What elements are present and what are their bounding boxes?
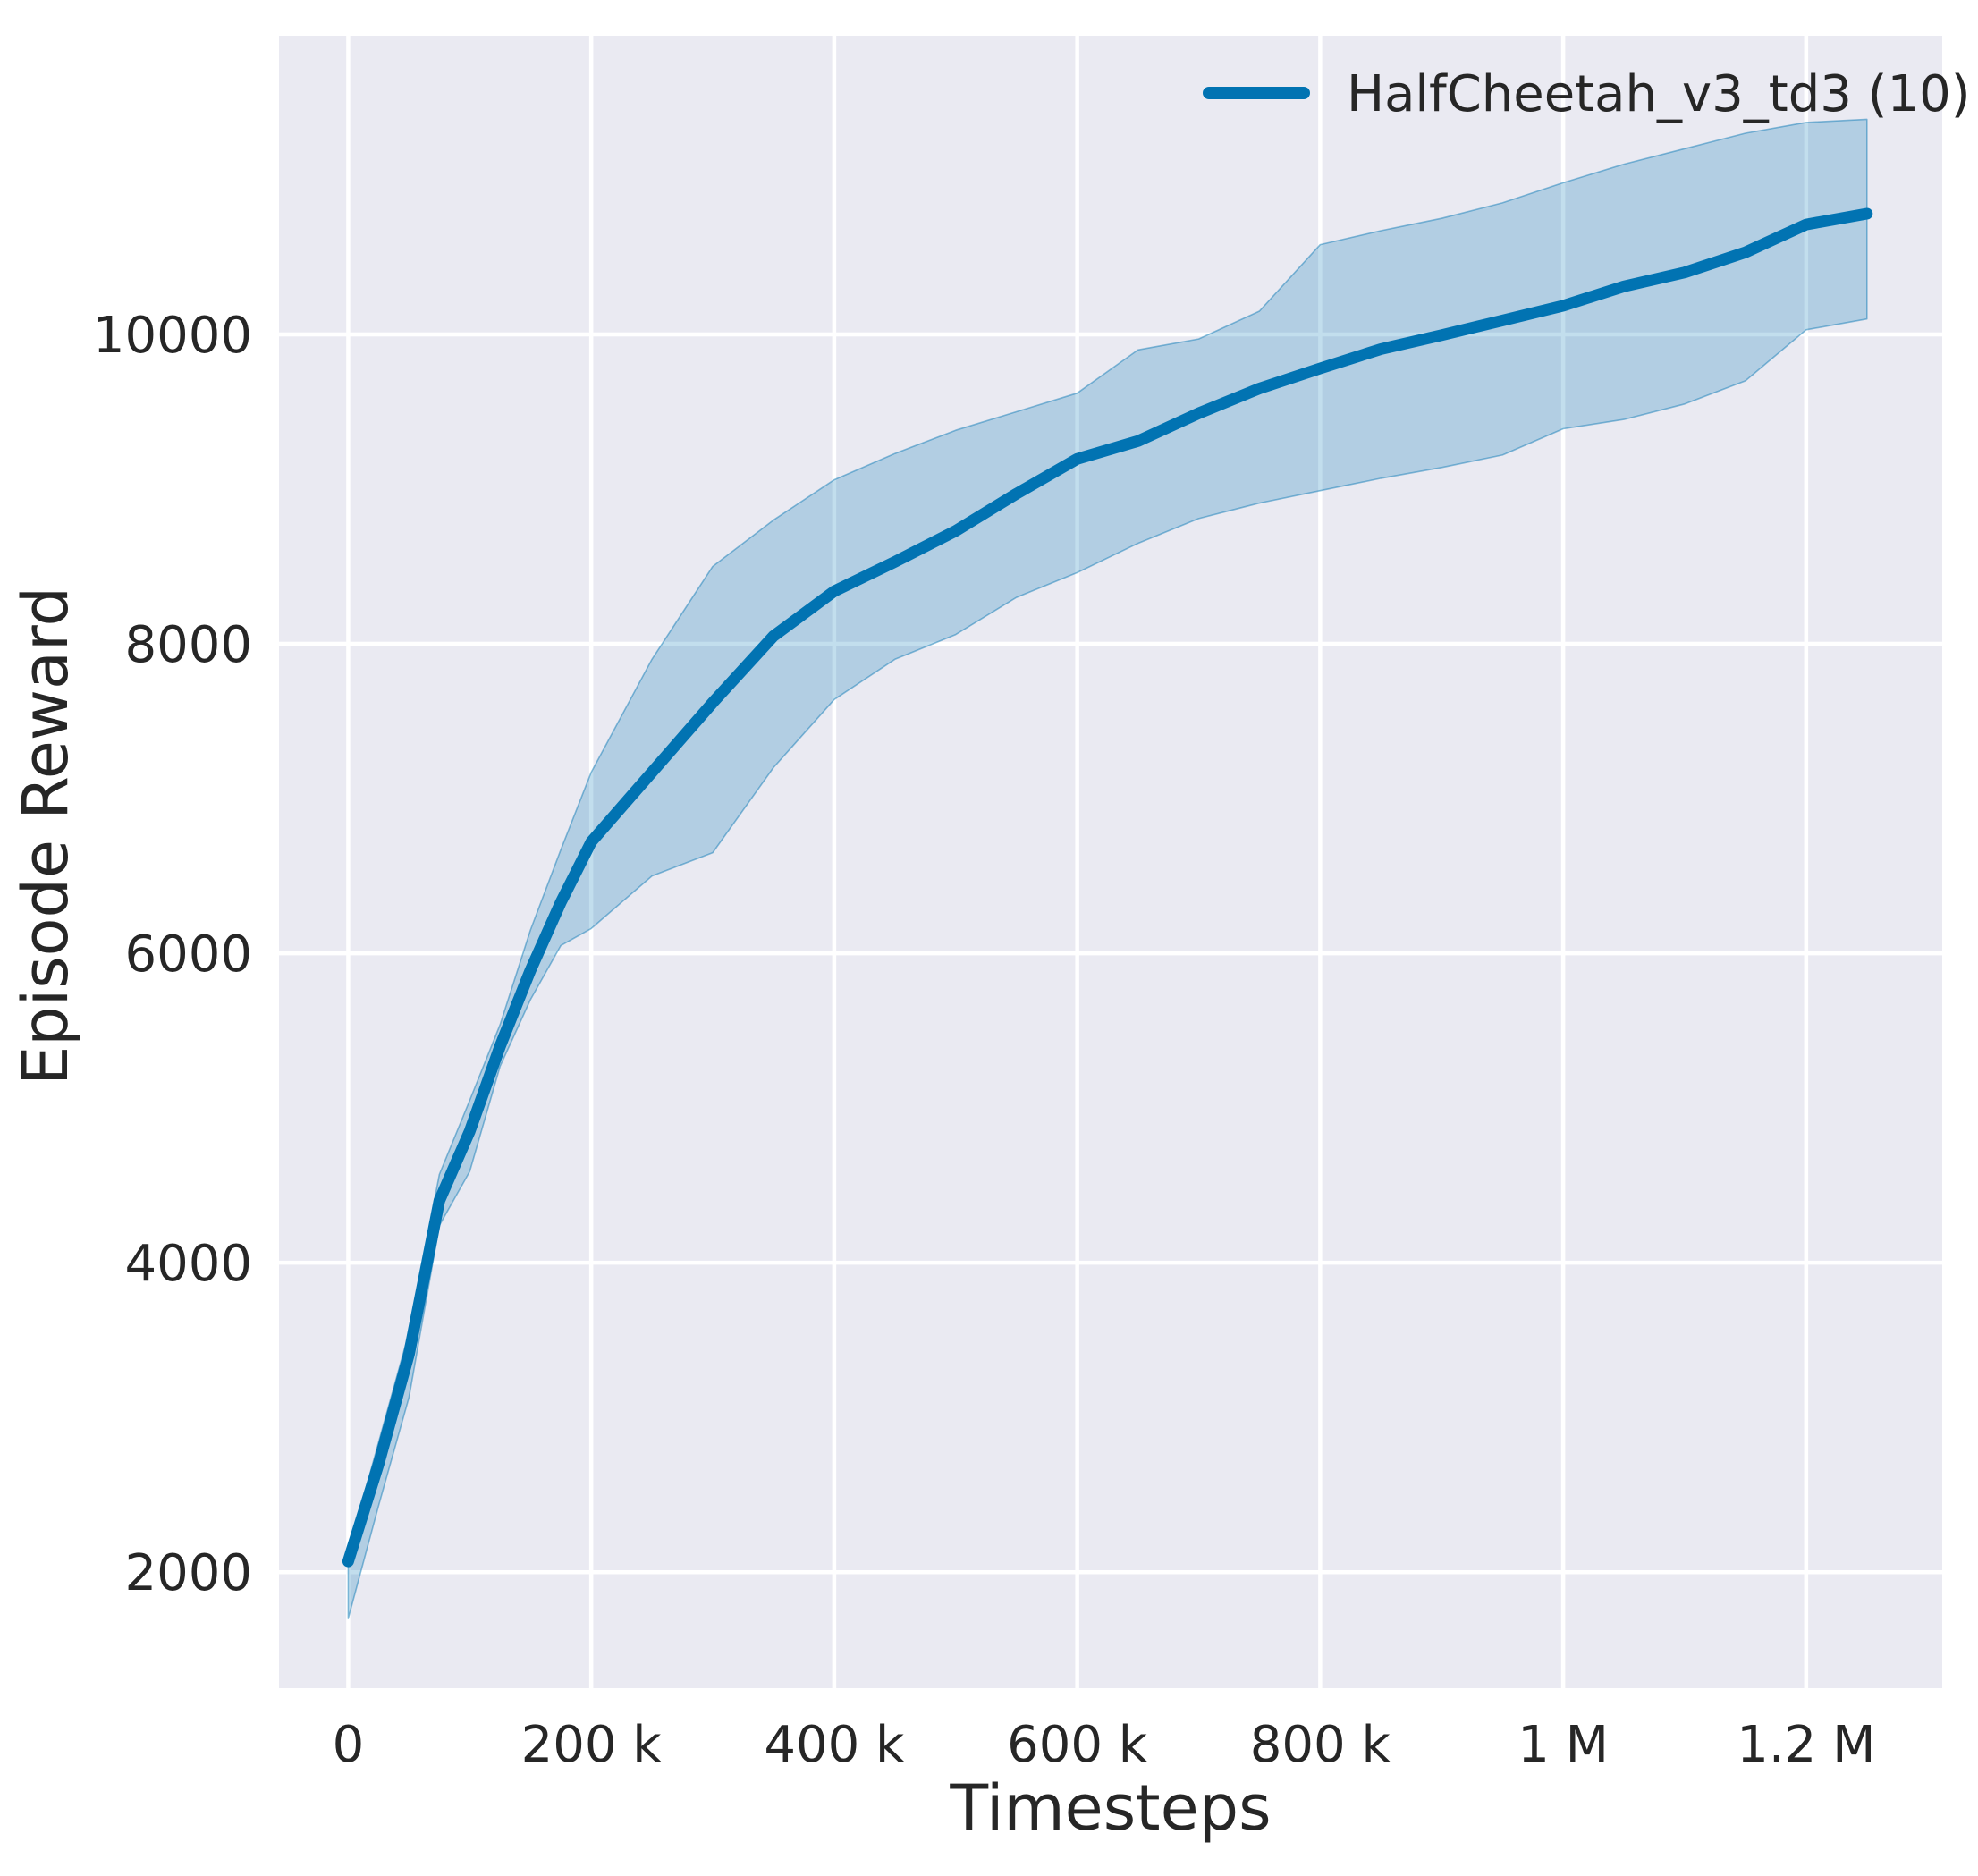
legend-label: HalfCheetah_v3_td3 (10) (1347, 65, 1971, 123)
y-tick-label: 4000 (124, 1235, 252, 1293)
y-tick-label: 10000 (93, 307, 252, 365)
y-tick-label: 8000 (124, 616, 252, 674)
x-axis-label: Timesteps (949, 1771, 1271, 1845)
x-tick-label: 600 k (1007, 1716, 1148, 1774)
x-tick-label: 800 k (1250, 1716, 1391, 1774)
confidence-band (347, 118, 1868, 1619)
y-tick-label: 2000 (124, 1544, 252, 1602)
plot-area: 0 200 k 400 k 600 k 800 k 1 M 1.2 M 2000 4000 600… (93, 36, 1942, 1774)
x-tick-label: 400 k (764, 1716, 905, 1774)
x-tick-label: 200 k (521, 1716, 663, 1774)
y-tick-label: 6000 (124, 925, 252, 984)
mean-line (342, 207, 1873, 1568)
axes-background (279, 36, 1942, 1688)
legend: HalfCheetah_v3_td3 (10) (1203, 65, 1971, 123)
x-tick-label: 1.2 M (1737, 1716, 1875, 1774)
x-tick-label: 0 (333, 1716, 365, 1774)
y-axis-label: Episode Reward (9, 587, 82, 1086)
x-tick-label: 1 M (1517, 1716, 1609, 1774)
